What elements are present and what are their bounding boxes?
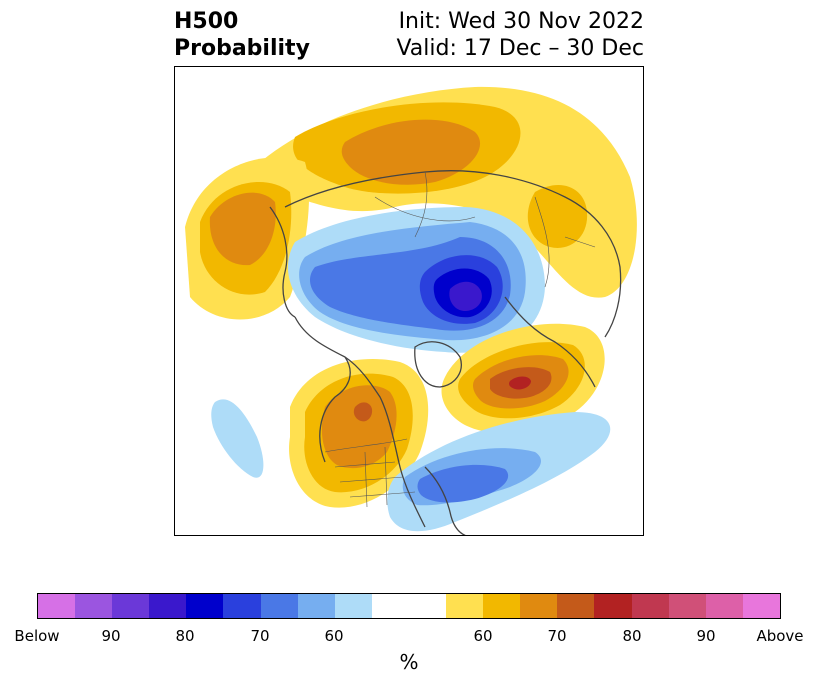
colorbar-segment — [38, 594, 76, 618]
colorbar-segment — [594, 594, 632, 618]
colorbar-tick-label: 90 — [696, 627, 716, 645]
border-states — [334, 446, 416, 508]
colorbar-segment — [112, 594, 150, 618]
colorbar-tick-label: 90 — [101, 627, 121, 645]
colorbar-unit: % — [399, 650, 419, 674]
colorbar-segment — [483, 594, 521, 618]
colorbar-tick-label: 80 — [175, 627, 195, 645]
colorbar-tick-label: 70 — [250, 627, 270, 645]
coast-europe — [504, 296, 596, 388]
colorbar-segment — [186, 594, 224, 618]
colorbar-tick-label: Above — [756, 627, 804, 645]
colorbar-segment — [557, 594, 595, 618]
colorbar-segment — [446, 594, 484, 618]
colorbar-tick-label: 80 — [622, 627, 642, 645]
coast-asia-east — [269, 206, 296, 318]
colorbar-segment — [260, 594, 298, 618]
init-date: Init: Wed 30 Nov 2022 — [398, 9, 644, 34]
colorbar-tick-label: 70 — [547, 627, 567, 645]
contour-na-rust — [353, 402, 373, 422]
map-title: H500 Probability — [174, 8, 310, 62]
coast-greenland — [414, 341, 462, 388]
colorbar-segment — [371, 594, 447, 618]
title-line-2: Probability — [174, 36, 310, 61]
contour-asia-gold — [527, 184, 588, 248]
colorbar-tick-label: 60 — [324, 627, 344, 645]
title-line-1: H500 — [174, 9, 239, 34]
contour-atlantic-red — [509, 376, 531, 390]
colorbar-tick-label: 60 — [473, 627, 493, 645]
borders — [324, 171, 596, 508]
anomaly-contours — [185, 86, 637, 532]
colorbar-segment — [297, 594, 335, 618]
colorbar-segment — [668, 594, 706, 618]
border-canada-us — [324, 438, 408, 453]
contour-pacific-blue — [211, 399, 264, 478]
colorbar-segment — [631, 594, 669, 618]
coastlines — [269, 170, 622, 535]
coast-east-us — [424, 466, 466, 535]
colorbar-segment — [149, 594, 187, 618]
contour-na-orange — [321, 385, 397, 469]
contour-arctic-blue-5 — [449, 281, 482, 311]
coast-north-america — [294, 316, 426, 528]
colorbar-segment — [520, 594, 558, 618]
border-europe — [534, 196, 596, 288]
colorbar-segment — [742, 594, 780, 618]
contour-pacific-orange — [209, 192, 276, 266]
polar-map — [174, 66, 644, 536]
colorbar-segment — [75, 594, 113, 618]
probability-colorbar — [37, 593, 781, 619]
border-russia — [374, 171, 476, 238]
coast-eurasia — [284, 170, 622, 338]
colorbar-segment — [223, 594, 261, 618]
contour-se-blue-2 — [417, 464, 509, 503]
map-dates: Init: Wed 30 Nov 2022 Valid: 17 Dec – 30… — [396, 8, 644, 62]
colorbar-tick-label: Below — [14, 627, 60, 645]
colorbar-segment — [334, 594, 372, 618]
probability-map-svg — [185, 86, 637, 535]
contour-north-orange — [341, 119, 481, 185]
colorbar-segment — [705, 594, 743, 618]
valid-range: Valid: 17 Dec – 30 Dec — [396, 36, 644, 61]
